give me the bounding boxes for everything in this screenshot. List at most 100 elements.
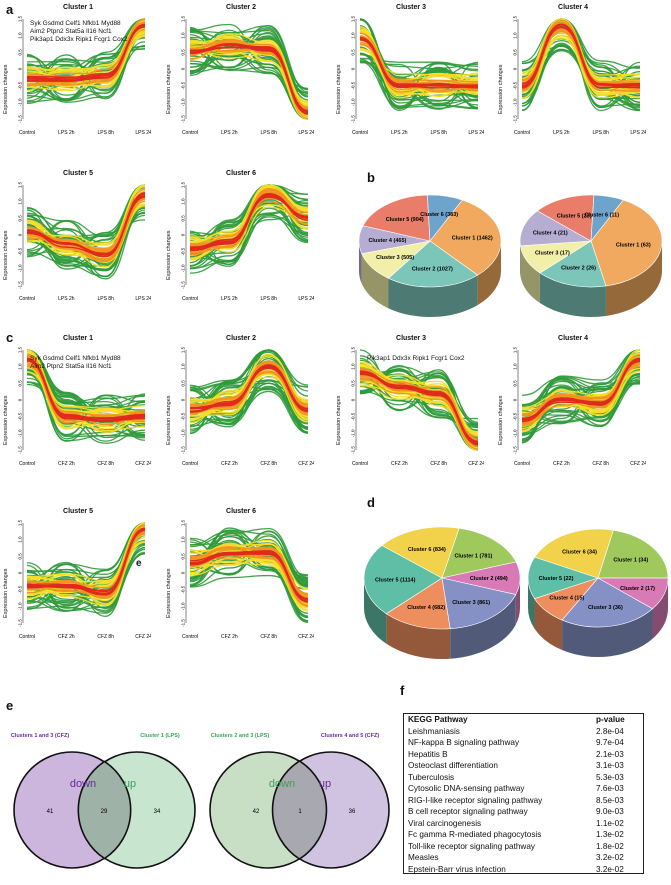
y-tick-label: -1.5 — [18, 446, 23, 454]
x-tick-label: CFZ 2h — [391, 461, 408, 467]
y-tick-label: 1.0 — [351, 32, 356, 39]
pie-slice — [427, 194, 463, 242]
x-tick-label: CFZ 2h — [221, 461, 238, 467]
y-tick-label: -0.5 — [18, 585, 23, 593]
profile-lines: 1.5 1.0 0.5 0 -0.5 -1.0 -1.5 Control LPS 2h LPS 8… — [351, 15, 485, 136]
pie-slice-label: Cluster 2 (26) — [561, 265, 596, 271]
x-tick-label: LPS 24h — [135, 130, 151, 136]
profile-lines: 1.5 1.0 0.5 0 -0.5 -1.0 -1.5 Control CFZ 2h CFZ 8… — [181, 519, 315, 640]
pie-slice-label: Cluster 6 (834) — [408, 547, 446, 553]
pie-slice — [597, 529, 669, 579]
y-tick-label: -1.0 — [18, 264, 23, 272]
venn1-left-title: Clusters 1 and 3 (CFZ) — [11, 733, 70, 739]
y-tick-label: 1.0 — [351, 363, 356, 370]
x-tick-label: Control — [19, 634, 35, 640]
pie-side — [528, 578, 535, 629]
y-tick-label: 0 — [181, 233, 186, 236]
pie-slice — [441, 577, 517, 630]
x-tick-label: LPS 8h — [592, 130, 609, 136]
y-tick-label: 0 — [181, 398, 186, 401]
venn-diagrams: Clusters 1 and 3 (CFZ) Cluster 1 (LPS) d… — [11, 733, 390, 869]
y-tick-label: -1.5 — [181, 281, 186, 289]
y-tick-label: -1.0 — [181, 264, 186, 272]
y-tick-label: 0 — [18, 398, 23, 401]
profile-lines: 1.5 1.0 0.5 0 -0.5 -1.0 -1.5 Control CFZ 2h CFZ 8… — [18, 346, 152, 467]
y-tick-label: 1.0 — [18, 363, 23, 370]
y-tick-label: -1.5 — [181, 446, 186, 454]
y-tick-label: 0.5 — [181, 380, 186, 387]
kegg-row: Viral carcinogenesis 1.1e-02 — [404, 818, 629, 830]
y-tick-label: -0.5 — [351, 412, 356, 420]
gene-list-c3: Pik3ap1 Ddx3x Ripk1 Fcgr1 Cox2 — [367, 355, 465, 363]
y-tick-label: 1.5 — [181, 181, 186, 188]
kegg-pathway: Viral carcinogenesis — [408, 818, 482, 828]
pie-side — [477, 241, 501, 306]
expression-line — [189, 214, 309, 263]
kegg-col-pathway: KEGG Pathway — [408, 715, 468, 724]
kegg-row: Tuberculosis 5.3e-03 — [404, 772, 629, 784]
y-tick-label: 0.5 — [513, 380, 518, 387]
pie-side — [562, 608, 653, 658]
venn2-right-title: Clusters 4 and 5 (CFZ) — [321, 733, 380, 739]
x-tick-label: LPS 24h — [468, 130, 484, 136]
expression-line — [359, 37, 479, 88]
expression-line — [359, 373, 479, 444]
y-tick-label: 1.0 — [181, 363, 186, 370]
kegg-row: NF-kappa B signaling pathway 9.7e-04 — [404, 737, 629, 749]
x-tick-label: LPS 8h — [260, 296, 277, 302]
y-tick-label: 0.5 — [18, 49, 23, 56]
y-tick-label: -0.5 — [181, 81, 186, 89]
pie-slice-label: Cluster 1 (63) — [616, 243, 651, 249]
kegg-row: Cytosolic DNA-sensing pathway 7.6e-03 — [404, 783, 629, 795]
y-tick-label: -1.0 — [181, 602, 186, 610]
venn1-up-word: up — [124, 778, 136, 790]
y-tick-label: -1.5 — [351, 115, 356, 123]
y-tick-label: -1.0 — [18, 429, 23, 437]
y-tick-label: 0 — [513, 67, 518, 70]
expression-line — [189, 560, 309, 612]
x-tick-label: CFZ 24h — [298, 634, 314, 640]
kegg-row: Fc gamma R-mediated phagocytosis 1.3e-02 — [404, 829, 629, 841]
y-tick-label: 0 — [351, 67, 356, 70]
cluster-title: Cluster 1 — [63, 4, 93, 11]
venn2-overlap-count: 1 — [298, 809, 302, 815]
y-tick-label: -1.0 — [181, 98, 186, 106]
kegg-pathway: Tuberculosis — [408, 772, 455, 782]
x-tick-label: Control — [352, 130, 368, 136]
panel-label-a: a — [6, 2, 14, 17]
kegg-pathway: Cytosolic DNA-sensing pathway — [408, 784, 525, 793]
y-tick-label: 1.0 — [181, 536, 186, 543]
x-tick-label: LPS 8h — [430, 130, 447, 136]
cluster-plot: Cluster 2 Expression changes 1.5 1.0 0.5 0 -0.… — [166, 335, 314, 475]
gene-line: Aim2 Ptpn2 Stat5a Il16 Ncf1 — [30, 363, 112, 370]
cluster-plot: Cluster 6 Expression changes 1.5 1.0 0.5 0 -0.… — [166, 508, 315, 648]
cluster-title: Cluster 4 — [558, 335, 588, 342]
y-tick-label: 1.5 — [181, 519, 186, 526]
expression-line — [26, 193, 146, 255]
kegg-header-row: KEGG Pathway p-value — [404, 714, 629, 726]
panel-label-d: d — [367, 495, 375, 510]
kegg-pvalue: 3.1e-03 — [596, 761, 624, 770]
pie-slice — [590, 199, 663, 287]
pie-slice-label: Cluster 4 (465) — [368, 238, 406, 244]
profile-lines: 1.5 1.0 0.5 0 -0.5 -1.0 -1.5 Control LPS 2h LPS 8… — [181, 181, 315, 302]
x-tick-label: LPS 2h — [553, 130, 570, 136]
pie-slice — [363, 545, 443, 615]
pie-slice — [534, 528, 614, 579]
x-tick-label: CFZ 8h — [592, 461, 609, 467]
kegg-row: Hepatitis B 2.1e-03 — [404, 749, 629, 761]
x-tick-label: LPS 24h — [630, 130, 646, 136]
kegg-pathway: RIG-I-like receptor signaling pathway — [408, 795, 543, 805]
venn-right: Clusters 2 and 3 (LPS) Clusters 4 and 5 … — [209, 733, 390, 869]
kegg-pvalue: 1.8e-02 — [596, 841, 624, 851]
cluster-title: Cluster 3 — [396, 335, 426, 342]
x-tick-label: Control — [514, 130, 530, 136]
kegg-pvalue: 5.3e-03 — [596, 772, 624, 782]
profile-lines: 1.5 1.0 0.5 0 -0.5 -1.0 -1.5 Control LPS 2h LPS 8… — [18, 15, 152, 136]
panel-label-f: f — [400, 683, 405, 698]
expression-line — [26, 28, 146, 87]
y-tick-label: 1.0 — [18, 32, 23, 39]
pie-slice-label: Cluster 3 (505) — [376, 255, 414, 261]
profile-lines: 1.5 1.0 0.5 0 -0.5 -1.0 -1.5 Control LPS 2h LPS 8… — [181, 15, 315, 136]
